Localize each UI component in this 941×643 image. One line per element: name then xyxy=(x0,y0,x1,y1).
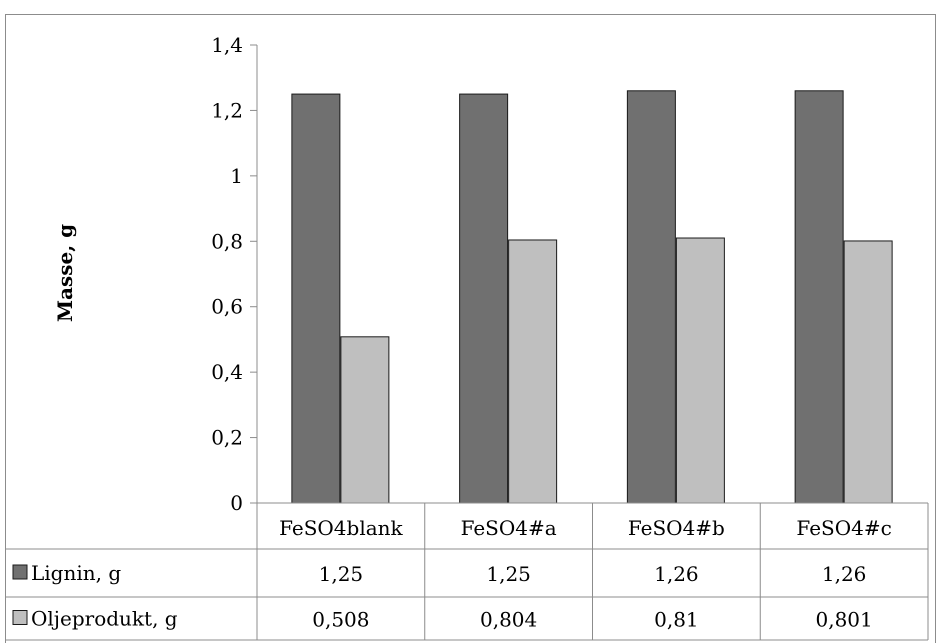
bar-lignin xyxy=(459,93,509,504)
y-tick-label: 1 xyxy=(230,164,243,188)
category-label: FeSO4#a xyxy=(461,516,557,540)
y-tick-label: 1,2 xyxy=(211,98,243,122)
category-label: FeSO4#b xyxy=(628,516,725,540)
data-label: 0,508 xyxy=(312,608,369,632)
y-tick-label: 0,4 xyxy=(211,360,243,384)
legend-label: Oljeprodukt, g xyxy=(31,607,178,631)
bar-oljeprodukt xyxy=(508,239,558,504)
legend-key-lignin xyxy=(12,564,28,580)
y-tick-label: 0 xyxy=(230,491,243,515)
data-label: 0,801 xyxy=(815,608,872,632)
y-tick-label: 1,4 xyxy=(211,33,243,57)
bar-lignin xyxy=(626,90,676,504)
bar-lignin xyxy=(291,93,341,504)
legend-key-oljeprodukt xyxy=(12,610,28,625)
bar-oljeprodukt xyxy=(843,240,893,504)
bar-oljeprodukt xyxy=(340,336,390,504)
data-label: 1,26 xyxy=(654,562,699,586)
data-label: 1,25 xyxy=(486,562,531,586)
data-label: 0,804 xyxy=(480,608,537,632)
data-label: 1,25 xyxy=(319,562,364,586)
y-tick-label: 0,6 xyxy=(211,295,243,319)
data-label: 1,26 xyxy=(822,562,867,586)
bars xyxy=(291,90,893,504)
bar-oljeprodukt xyxy=(675,237,725,504)
y-axis-label: Masse, g xyxy=(53,224,77,322)
legend-label: Lignin, g xyxy=(31,561,121,585)
y-tick-label: 0,2 xyxy=(211,426,243,450)
y-tick-label: 0,8 xyxy=(211,229,243,253)
category-label: FeSO4blank xyxy=(279,516,403,540)
chart-frame xyxy=(5,14,936,643)
y-axis: 0 0,2 0,4 0,6 0,8 1 1,2 1,4 xyxy=(211,33,258,515)
bar-lignin xyxy=(794,90,844,504)
data-label: 0,81 xyxy=(654,608,699,632)
category-label: FeSO4#c xyxy=(796,516,891,540)
data-table: FeSO4blank FeSO4#a FeSO4#b FeSO4#c Lignin, g… xyxy=(5,502,929,641)
